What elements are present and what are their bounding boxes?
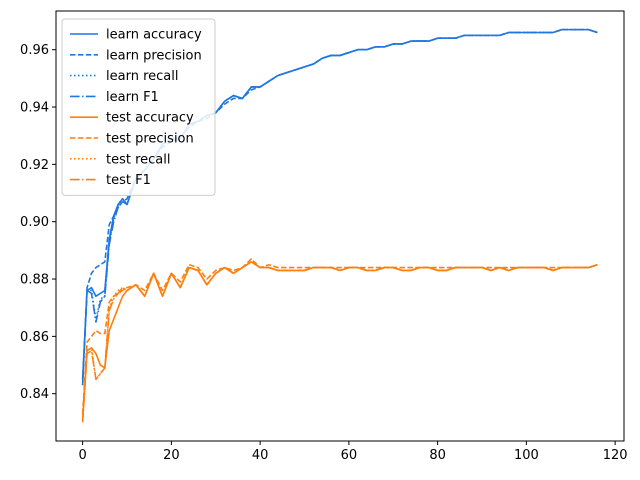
y-tick-label: 0.86 bbox=[20, 330, 49, 345]
axes-frame bbox=[55, 10, 625, 442]
legend-label: learn accuracy bbox=[106, 28, 202, 43]
legend-label: test accuracy bbox=[106, 111, 194, 126]
legend-label: test F1 bbox=[106, 173, 151, 188]
legend: learn accuracy learn precision learn recal… bbox=[61, 18, 216, 196]
legend-label: test precision bbox=[106, 132, 194, 147]
y-tick-label: 0.96 bbox=[20, 43, 49, 58]
x-tick-label: 80 bbox=[429, 448, 446, 463]
y-tick-label: 0.84 bbox=[20, 387, 49, 402]
y-tick-label: 0.94 bbox=[20, 101, 49, 116]
legend-label: learn recall bbox=[106, 69, 178, 84]
x-tick-label: 100 bbox=[514, 448, 539, 463]
x-tick-label: 60 bbox=[341, 448, 358, 463]
legend-label: learn F1 bbox=[106, 90, 159, 105]
legend-label: learn precision bbox=[106, 48, 202, 63]
y-tick-label: 0.92 bbox=[20, 158, 49, 173]
x-tick-label: 40 bbox=[252, 448, 269, 463]
y-tick-label: 0.88 bbox=[20, 273, 49, 288]
x-tick-label: 0 bbox=[78, 448, 86, 463]
y-tick-label: 0.90 bbox=[20, 215, 49, 230]
legend-box bbox=[61, 18, 216, 196]
x-tick-label: 20 bbox=[163, 448, 180, 463]
legend-label: test recall bbox=[106, 152, 171, 167]
series-line-test-f1 bbox=[81, 261, 598, 423]
x-tick-label: 120 bbox=[603, 448, 628, 463]
